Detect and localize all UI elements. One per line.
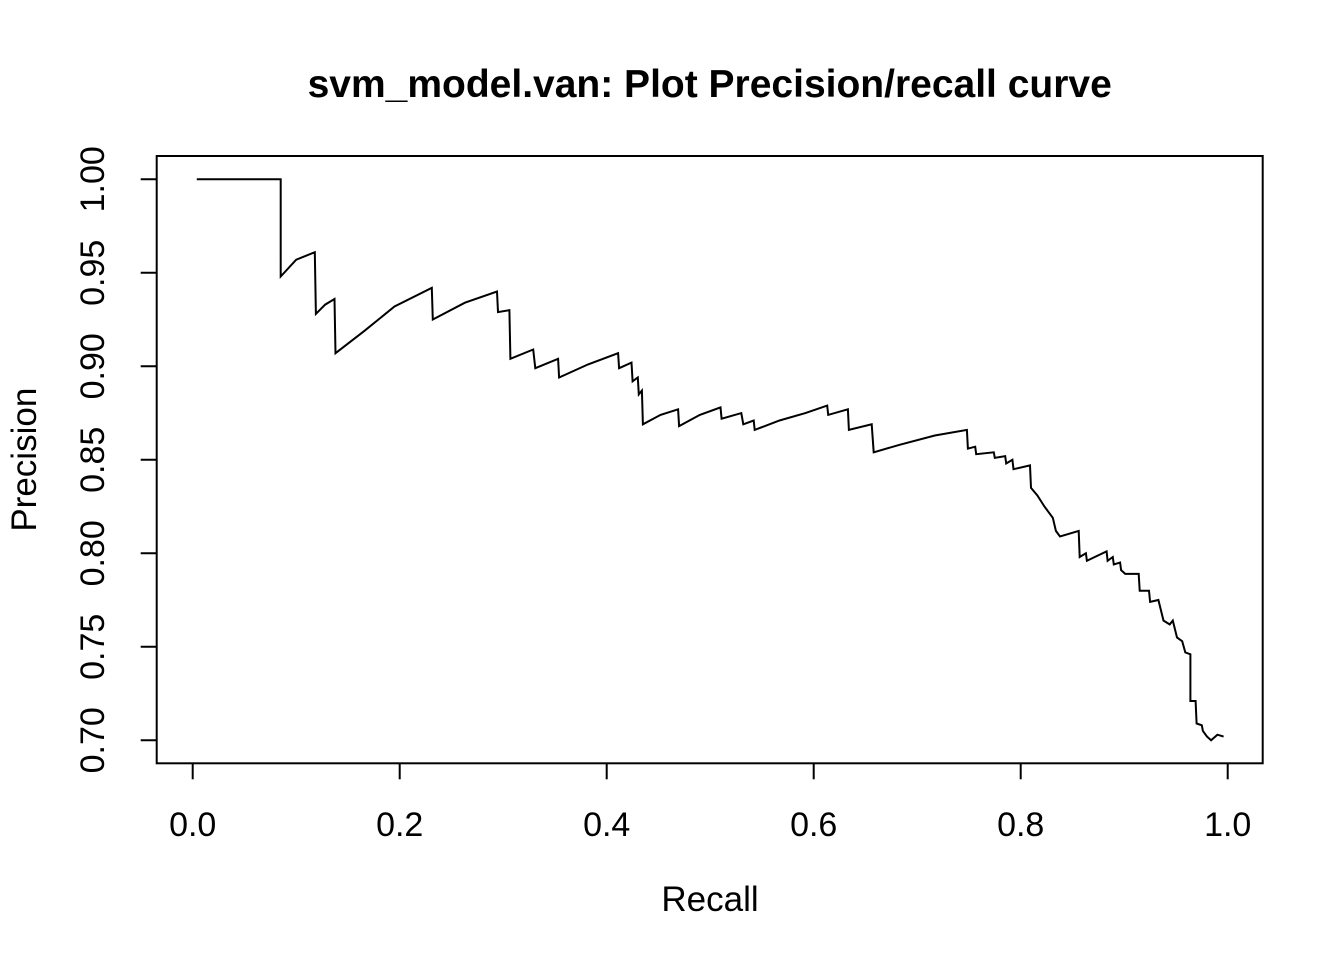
y-tick-label: 0.80 (74, 520, 112, 586)
chart-title: svm_model.van: Plot Precision/recall cur… (308, 63, 1112, 106)
x-tick-label: 0.6 (790, 806, 837, 844)
x-tick-label: 1.0 (1204, 806, 1251, 844)
x-tick-label: 0.2 (376, 806, 423, 844)
y-tick-label: 0.70 (74, 707, 112, 773)
plot-area-border (155, 155, 1264, 765)
y-tick-label: 0.95 (74, 240, 112, 306)
x-tick-label: 0.8 (997, 806, 1044, 844)
x-tick-label: 0.0 (169, 806, 216, 844)
y-tick-label: 0.85 (74, 427, 112, 493)
x-axis-title: Recall (661, 880, 758, 919)
y-axis-ticks: 0.70 0.75 0.80 0.85 0.90 0.95 1.00 (74, 146, 157, 773)
pr-curve-line (196, 178, 1224, 742)
y-tick-label: 0.90 (74, 333, 112, 399)
x-tick-label: 0.4 (583, 806, 630, 844)
y-tick-label: 1.00 (74, 146, 112, 212)
y-tick-label: 0.75 (74, 614, 112, 680)
x-axis-ticks: 0.0 0.2 0.4 0.6 0.8 1.0 (169, 763, 1251, 844)
y-axis-title: Precision (5, 388, 44, 532)
